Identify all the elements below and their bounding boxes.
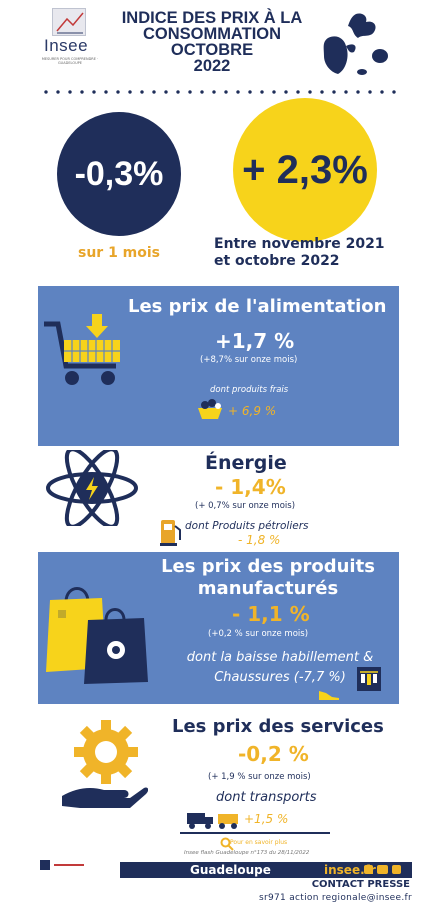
services-detail-label: dont transports (216, 790, 317, 805)
title-line-2: CONSOMMATION (142, 25, 282, 43)
kpi-yearly-label-line-1: Entre novembre 2021 (214, 236, 385, 252)
fuel-pump-icon (160, 518, 182, 546)
footer-region: Guadeloupe (190, 863, 271, 877)
insee-logo: Insee MESURER POUR COMPRENDRE · GUADELOU… (38, 8, 102, 65)
more-info-ref: Insee flash Guadeloupe n°173 du 28/11/20… (184, 850, 310, 856)
shoe-icon (318, 686, 340, 700)
contact-title: CONTACT PRESSE (311, 879, 410, 890)
gear-hand-icon (60, 718, 149, 810)
kpi-yearly-label-line-2: et octobre 2022 (214, 253, 340, 269)
manufactured-title: Les prix des produits manufacturés (158, 556, 378, 600)
food-detail-value: + 6,9 % (228, 404, 277, 418)
manufactured-detail-line-2: Chaussures (-7,7 %) (214, 670, 346, 685)
truck-icon (186, 810, 242, 830)
manufactured-detail: dont la baisse habillement & Chaussures … (170, 648, 390, 688)
title-line-1: INDICE DES PRIX À LA (121, 9, 303, 27)
manufactured-title-line-2: manufacturés (197, 578, 339, 599)
divider-dots (40, 90, 396, 94)
manufactured-value: - 1,1 % (232, 602, 310, 626)
linkedin-icon[interactable] (392, 865, 401, 874)
clothing-rack-icon (356, 666, 382, 692)
energy-title: Énergie (205, 452, 287, 474)
fresh-produce-icon (196, 398, 224, 420)
title-line-4: 2022 (193, 57, 231, 75)
logo-subtext: MESURER POUR COMPRENDRE · GUADELOUPE (41, 57, 99, 65)
title-line-3: OCTOBRE (170, 41, 254, 59)
manufactured-detail-line-1: dont la baisse habillement & (186, 650, 374, 665)
services-title: Les prix des services (172, 716, 384, 737)
manufactured-eleven-months: (+0,2 % sur onze mois) (208, 629, 309, 639)
energy-detail-label: dont Produits pétroliers (185, 520, 309, 532)
food-title: Les prix de l'alimentation (128, 296, 387, 317)
kpi-monthly-label: sur 1 mois (77, 245, 161, 261)
energy-value: - 1,4% (215, 475, 286, 499)
kpi-monthly-value: -0,3% (74, 154, 164, 193)
logo-graphic (52, 8, 86, 36)
energy-detail-value: - 1,8 % (238, 533, 281, 547)
energy-eleven-months: (+ 0,7% sur onze mois) (195, 501, 296, 511)
manufactured-title-line-1: Les prix des produits (161, 556, 375, 577)
services-eleven-months: (+ 1,9 % sur onze mois) (208, 772, 311, 782)
magnifier-icon (220, 836, 234, 851)
logo-text: Insee (44, 36, 89, 55)
twitter-icon[interactable] (364, 865, 373, 874)
services-detail-value: +1,5 % (244, 812, 289, 826)
logo-accent-line (54, 864, 84, 866)
kpi-yearly-circle: + 2,3% (233, 98, 377, 242)
page-title: INDICE DES PRIX À LA CONSOMMATION OCTOBR… (112, 9, 312, 75)
guadeloupe-map-icon (318, 12, 410, 82)
shopping-cart-icon (40, 314, 130, 394)
footer-site-link[interactable]: insee.fr (324, 863, 376, 877)
footer-bar: Guadeloupe insee.fr (120, 862, 412, 878)
shopping-bags-icon (44, 582, 154, 688)
kpi-yearly-label: Entre novembre 2021 et octobre 2022 (214, 236, 414, 270)
atom-icon (44, 447, 140, 529)
food-eleven-months: (+8,7% sur onze mois) (200, 355, 298, 365)
services-value: -0,2 % (238, 742, 309, 766)
kpi-monthly-circle: -0,3% (57, 112, 181, 236)
food-detail-label: dont produits frais (210, 385, 289, 395)
more-info-link[interactable]: Pour en savoir plus (230, 839, 288, 846)
contact-email[interactable]: sr971 action regionale@insee.fr (258, 893, 412, 903)
food-value: +1,7 % (215, 329, 295, 353)
divider-line (180, 832, 330, 834)
insee-small-logo (40, 860, 50, 870)
kpi-yearly-value: + 2,3% (242, 147, 368, 192)
youtube-icon[interactable] (377, 865, 388, 874)
